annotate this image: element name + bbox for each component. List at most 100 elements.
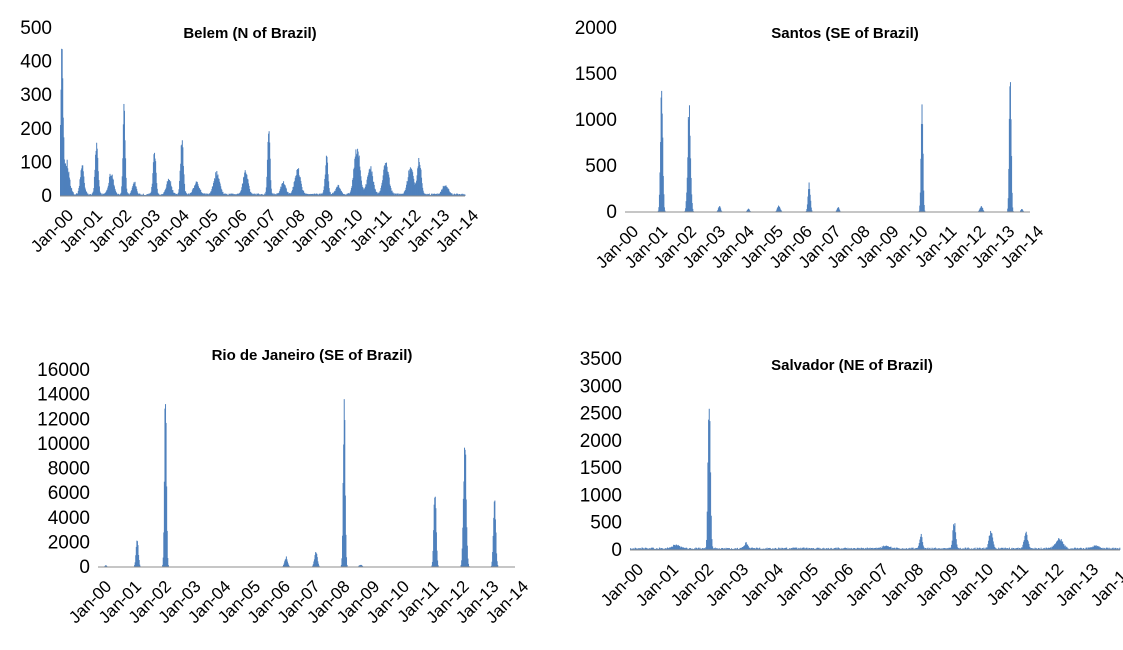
bar xyxy=(891,547,893,550)
bar xyxy=(657,210,659,212)
bar xyxy=(744,544,746,550)
bar xyxy=(760,548,762,550)
bar xyxy=(1105,548,1107,550)
bar xyxy=(769,547,771,550)
bar xyxy=(220,186,222,196)
bar xyxy=(234,194,236,196)
bar xyxy=(60,89,62,196)
bar xyxy=(355,155,357,196)
bar xyxy=(94,169,96,196)
bar xyxy=(790,548,792,550)
bar xyxy=(365,184,367,196)
bar xyxy=(735,548,736,550)
bar xyxy=(920,533,922,550)
bar xyxy=(135,555,137,567)
bar xyxy=(982,548,984,550)
bar xyxy=(95,154,97,196)
bar xyxy=(146,194,148,196)
bar xyxy=(809,189,811,212)
bar xyxy=(767,548,769,550)
y-tick-label: 2000 xyxy=(575,18,617,39)
bar xyxy=(846,548,848,550)
bar xyxy=(1067,548,1069,550)
bar xyxy=(973,548,975,550)
bar xyxy=(349,193,351,196)
bar xyxy=(166,184,168,196)
bar xyxy=(993,544,995,550)
bar xyxy=(441,190,443,196)
bar xyxy=(420,169,422,196)
bar xyxy=(187,193,189,196)
bar xyxy=(1008,548,1010,550)
bar xyxy=(314,194,316,196)
bar xyxy=(142,193,144,196)
bar xyxy=(277,193,279,196)
bar xyxy=(64,163,66,196)
bar xyxy=(705,547,707,550)
bar xyxy=(877,548,879,550)
bar xyxy=(71,188,73,196)
bar xyxy=(954,523,956,550)
bar xyxy=(749,210,751,212)
bar xyxy=(775,210,777,212)
bar xyxy=(406,184,408,196)
bar xyxy=(78,188,80,196)
bar xyxy=(1017,547,1019,550)
bar xyxy=(394,193,396,196)
bar xyxy=(842,548,844,550)
bar xyxy=(776,208,778,212)
bar xyxy=(374,188,376,196)
bar xyxy=(955,539,957,550)
bar xyxy=(284,559,286,567)
bar xyxy=(796,548,798,550)
bar xyxy=(1057,540,1059,550)
bar xyxy=(959,547,961,550)
bar xyxy=(358,565,360,567)
bar xyxy=(70,185,72,196)
bar xyxy=(112,179,114,196)
bar xyxy=(357,148,359,196)
bar xyxy=(241,187,243,196)
bar xyxy=(361,184,363,196)
bar xyxy=(297,169,299,196)
bar xyxy=(379,190,381,196)
bar xyxy=(434,193,436,196)
bar xyxy=(408,173,410,196)
bar xyxy=(389,184,391,196)
bar xyxy=(988,540,990,550)
bar xyxy=(719,548,721,550)
bar xyxy=(402,193,404,196)
bar xyxy=(938,548,940,550)
bar xyxy=(342,482,344,567)
bar xyxy=(206,193,208,196)
bar xyxy=(358,155,360,196)
bar xyxy=(768,548,770,550)
bar xyxy=(1029,546,1031,550)
bar xyxy=(863,548,865,550)
bar xyxy=(308,194,310,196)
bar xyxy=(936,548,938,550)
bar xyxy=(875,548,876,550)
bar xyxy=(428,193,430,196)
bar xyxy=(995,548,997,550)
bar xyxy=(459,194,461,196)
bar xyxy=(630,548,631,550)
bar xyxy=(315,193,317,196)
bar xyxy=(792,547,794,550)
bar xyxy=(191,192,193,196)
bar xyxy=(1048,548,1050,550)
bar xyxy=(447,188,449,196)
bar xyxy=(868,548,870,550)
bar xyxy=(177,193,179,196)
bar xyxy=(1004,548,1006,550)
bar xyxy=(344,194,346,196)
bar xyxy=(462,194,464,196)
bar xyxy=(835,210,837,212)
bar xyxy=(248,183,250,196)
bar xyxy=(922,153,924,212)
bar xyxy=(106,190,108,196)
bar xyxy=(767,548,769,550)
bar xyxy=(942,548,944,550)
bar xyxy=(123,103,125,196)
bar xyxy=(281,183,283,196)
